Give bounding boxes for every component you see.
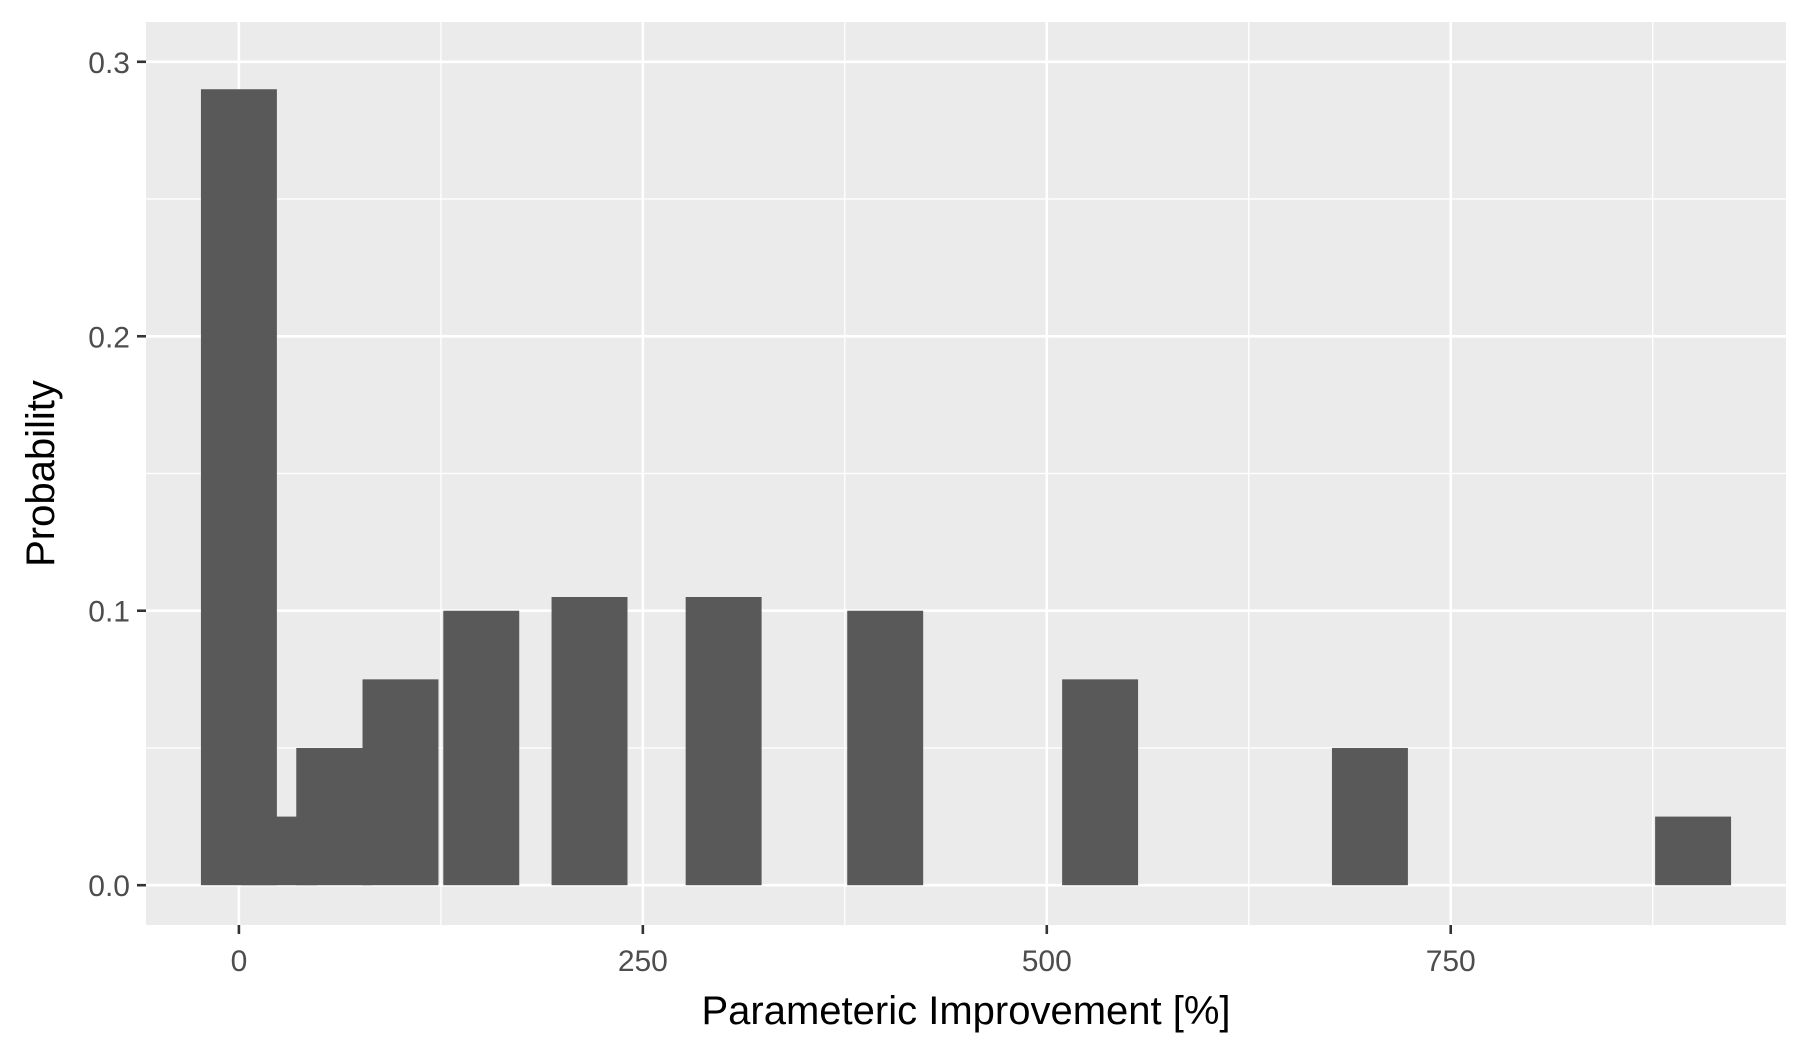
y-tick-label: 0.2 [88, 321, 130, 354]
bar [1655, 816, 1732, 886]
y-tick-label: 0.0 [88, 870, 130, 903]
y-axis: 0.0 0.1 0.2 0.3 [88, 47, 146, 903]
x-tick-label: 0 [231, 945, 248, 978]
bar [685, 597, 762, 886]
x-axis-title: Parameteric Improvement [%] [701, 989, 1230, 1033]
x-tick-label: 500 [1022, 945, 1072, 978]
bars [200, 89, 1732, 886]
y-axis-title: Probability [19, 380, 63, 567]
bar [296, 747, 373, 886]
x-axis: 0 250 500 750 [231, 925, 1476, 978]
y-tick-label: 0.1 [88, 596, 130, 629]
bar [551, 597, 628, 886]
bar [362, 679, 439, 886]
bar [1062, 679, 1139, 886]
bar [847, 610, 924, 886]
bar [443, 610, 520, 886]
y-tick-label: 0.3 [88, 47, 130, 80]
bar [1331, 747, 1408, 886]
minor-gridlines [146, 22, 1786, 925]
bar [200, 89, 277, 886]
x-tick-label: 750 [1426, 945, 1476, 978]
x-tick-label: 250 [618, 945, 668, 978]
